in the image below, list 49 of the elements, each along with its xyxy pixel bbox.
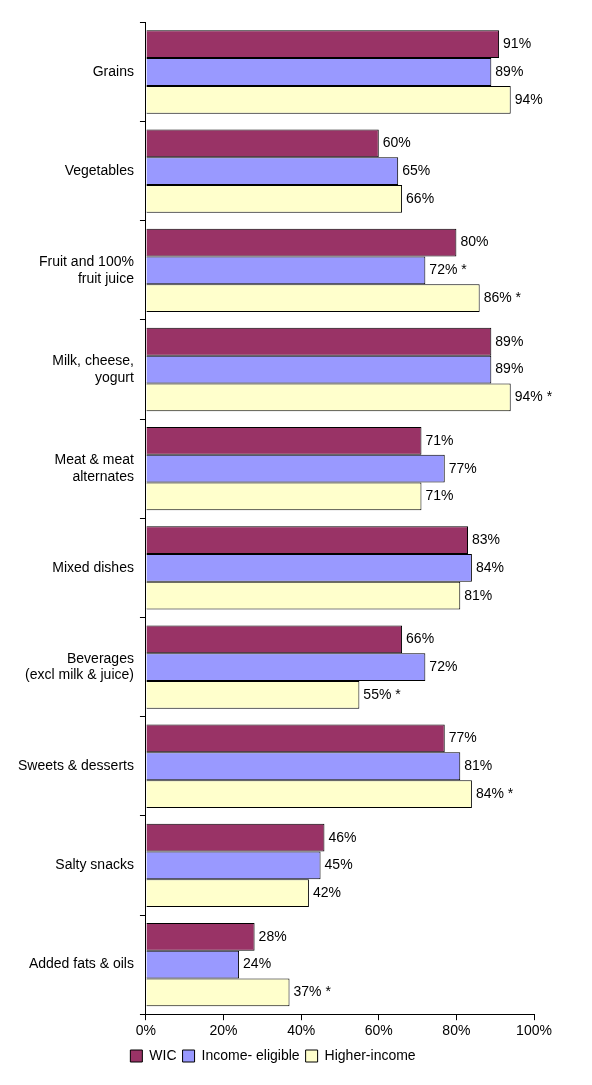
x-tick-label: 20% — [209, 1022, 238, 1039]
data-label: 84% — [475, 558, 504, 575]
y-tick-label: Mixed dishes — [52, 558, 134, 575]
data-label: 45% — [324, 856, 353, 873]
data-label: 37% * — [293, 983, 332, 1000]
legend-label: WIC — [149, 1046, 177, 1063]
y-tick-label: Grains — [92, 62, 134, 79]
data-label: 71% — [425, 487, 454, 504]
data-label: 46% — [328, 828, 357, 845]
data-label: 28% — [258, 927, 287, 944]
x-tick-label: 80% — [442, 1022, 471, 1039]
y-tick-label: Salty snacks — [55, 856, 134, 873]
y-tick-label: Added fats & oils — [28, 955, 134, 972]
data-label: 65% — [402, 162, 431, 179]
data-label: 89% — [495, 332, 524, 349]
y-tick-label: Beverages (excl milk & juice) — [25, 649, 134, 683]
data-label: 66% — [406, 189, 435, 206]
data-label: 91% — [503, 35, 532, 52]
data-label: 94% * — [514, 388, 553, 405]
data-label: 72% * — [429, 261, 468, 278]
data-label: 72% — [429, 657, 458, 674]
legend-label: Higher-income — [324, 1046, 416, 1063]
x-tick-label: 40% — [287, 1022, 316, 1039]
data-label: 89% — [495, 62, 524, 79]
y-tick-label: Meat & meat alternates — [54, 451, 135, 484]
x-tick-label: 60% — [364, 1022, 393, 1039]
y-tick-label: Vegetables — [64, 162, 134, 179]
data-label: 71% — [425, 431, 454, 448]
y-tick-label: Milk, cheese, yogurt — [52, 351, 135, 385]
data-label: 77% — [448, 729, 477, 746]
data-label: 84% * — [475, 784, 514, 801]
data-label: 83% — [472, 530, 501, 547]
data-label: 89% — [495, 360, 524, 377]
x-tick-label: 100% — [516, 1022, 552, 1039]
data-label: 81% — [464, 586, 493, 603]
y-tick-label: Fruit and 100% fruit juice — [38, 252, 135, 286]
data-label: 80% — [460, 233, 489, 250]
data-label: 94% — [514, 90, 543, 107]
data-label: 77% — [448, 459, 477, 476]
data-label: 24% — [243, 955, 272, 972]
data-label: 86% * — [483, 288, 522, 305]
data-label: 60% — [382, 134, 411, 151]
data-label: 81% — [464, 757, 493, 774]
data-label: 55% * — [363, 685, 402, 702]
data-label: 42% — [312, 884, 341, 901]
legend-label: Income- eligible — [201, 1046, 300, 1063]
x-tick-label: 0% — [135, 1022, 157, 1039]
data-label: 66% — [406, 630, 435, 647]
y-tick-label: Sweets & desserts — [18, 757, 134, 774]
